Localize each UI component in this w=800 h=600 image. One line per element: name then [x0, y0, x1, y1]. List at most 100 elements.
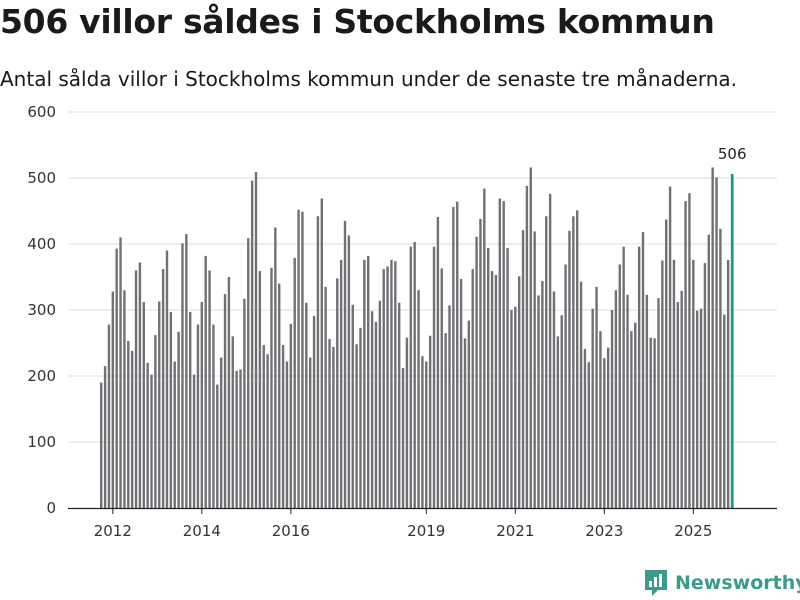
- bar: [494, 275, 498, 508]
- x-tick-label: 2019: [407, 522, 445, 540]
- bar: [634, 322, 637, 508]
- bar: [479, 218, 482, 509]
- bar: [560, 315, 563, 508]
- bar: [390, 259, 393, 508]
- bar: [591, 308, 594, 508]
- bar: [278, 283, 281, 508]
- bar: [266, 354, 269, 508]
- bar: [138, 262, 142, 508]
- bar: [173, 361, 176, 508]
- bar: [692, 259, 695, 508]
- bar: [703, 263, 707, 508]
- bar: [471, 269, 474, 508]
- bar: [630, 331, 633, 508]
- bar: [367, 255, 370, 508]
- bar: [386, 266, 389, 508]
- x-tick-label: 2025: [674, 522, 712, 540]
- bar: [119, 237, 122, 508]
- bar: [231, 336, 234, 508]
- bar: [707, 234, 710, 508]
- bar: [428, 335, 432, 508]
- bar: [161, 269, 165, 508]
- bar: [305, 302, 308, 508]
- bar: [661, 260, 664, 508]
- bar: [243, 298, 246, 508]
- bar: [668, 186, 672, 508]
- bar: [545, 216, 548, 508]
- bar: [100, 382, 103, 508]
- bar: [576, 210, 579, 508]
- brand-name: Newsworthy: [675, 572, 800, 594]
- bar: [320, 198, 323, 508]
- bar: [514, 306, 517, 508]
- bar: [219, 357, 223, 508]
- bar: [336, 278, 339, 508]
- bar: [239, 369, 242, 508]
- bar: [483, 188, 486, 508]
- bar: [467, 320, 471, 508]
- bar: [123, 290, 126, 508]
- bar: [324, 286, 327, 508]
- bar: [146, 362, 149, 508]
- bar: [676, 302, 680, 508]
- bar: [328, 339, 331, 508]
- bar: [723, 314, 726, 508]
- x-tick-label: 2023: [585, 522, 623, 540]
- bar: [339, 259, 343, 508]
- bar: [448, 305, 451, 508]
- bar: [293, 257, 296, 508]
- bar: [564, 264, 567, 508]
- bar: [181, 243, 184, 508]
- bar: [719, 228, 722, 508]
- bar: [274, 227, 277, 508]
- bar: [359, 327, 362, 508]
- bar: [726, 259, 730, 508]
- y-tick-label: 100: [27, 433, 56, 451]
- x-tick-label: 2014: [183, 522, 221, 540]
- bar: [142, 302, 145, 508]
- x-tick-label: 2016: [272, 522, 310, 540]
- bar: [502, 201, 505, 508]
- bar: [351, 304, 354, 508]
- bar: [227, 277, 231, 508]
- bar: [684, 201, 687, 508]
- bar: [521, 230, 525, 508]
- bar: [672, 259, 676, 508]
- bar: [583, 348, 587, 508]
- bar: [579, 281, 583, 508]
- chart-title: 506 villor såldes i Stockholms kommun: [0, 2, 715, 41]
- bar: [517, 276, 521, 508]
- bar: [177, 331, 180, 508]
- bar: [490, 271, 494, 508]
- bar: [165, 250, 169, 508]
- bar: [405, 337, 409, 508]
- bar: [111, 291, 115, 508]
- bar: [355, 344, 358, 508]
- bar: [107, 324, 111, 508]
- bar: [417, 290, 420, 508]
- bar: [262, 344, 265, 508]
- bar: [459, 278, 463, 508]
- bar: [533, 231, 536, 508]
- bar: [425, 361, 428, 508]
- bar: [525, 185, 529, 509]
- bar: [312, 315, 316, 508]
- bar: [158, 301, 161, 508]
- newsworthy-brand[interactable]: Newsworthy: [643, 568, 800, 598]
- bar: [169, 311, 173, 508]
- bar: [475, 236, 478, 509]
- bar: [599, 331, 602, 508]
- bar: [552, 291, 556, 508]
- bar: [258, 271, 262, 508]
- bar: [626, 294, 629, 508]
- bar: [595, 286, 598, 508]
- bar: [610, 310, 614, 508]
- bar: [308, 357, 312, 508]
- chart-subtitle: Antal sålda villor i Stockholms kommun u…: [0, 67, 737, 91]
- bar: [436, 216, 440, 508]
- bar: [378, 300, 382, 508]
- bar: [699, 308, 703, 508]
- y-axis: 0 100 200 300 400 500 600: [27, 103, 56, 517]
- bar: [409, 246, 412, 508]
